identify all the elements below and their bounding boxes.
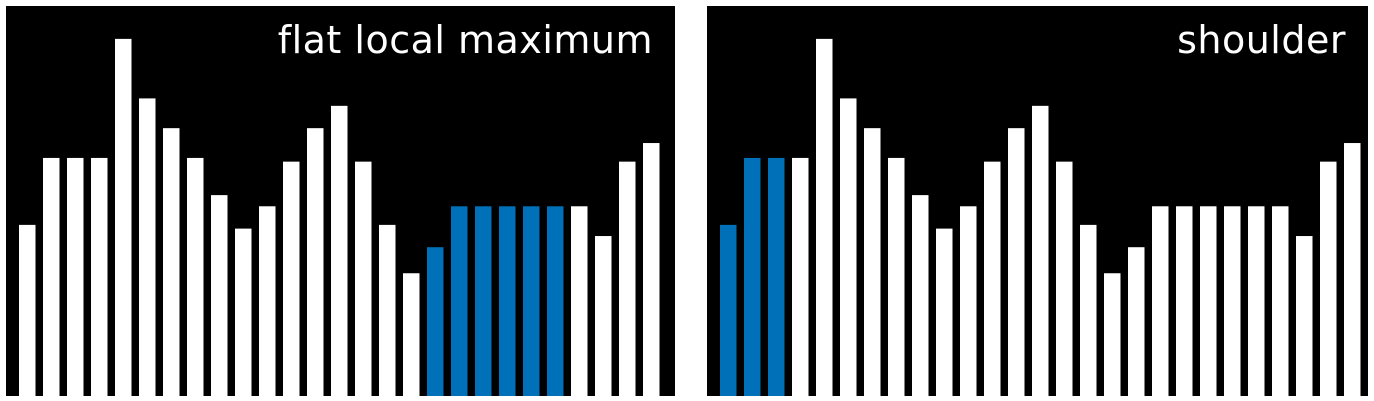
bar-7 [163, 128, 180, 396]
bar-13 [307, 128, 324, 396]
highlighted-bar-23 [547, 206, 564, 396]
bar-26 [619, 161, 636, 396]
highlighted-bar-22 [523, 206, 540, 396]
bar-chart-flat-local-maximum [19, 38, 660, 396]
bar-19 [1152, 206, 1169, 396]
bar-10 [936, 228, 953, 396]
bar-20 [1176, 206, 1193, 396]
bar-25 [595, 236, 612, 396]
bar-23 [1248, 206, 1265, 396]
bar-11 [960, 206, 977, 396]
bar-4 [792, 157, 809, 396]
bar-26 [1320, 161, 1337, 396]
bar-10 [235, 228, 252, 396]
bar-24 [571, 206, 588, 396]
highlighted-bar-20 [475, 206, 492, 396]
chart-title: flat local maximum [277, 18, 653, 62]
bar-8 [187, 157, 204, 396]
bar-8 [888, 157, 905, 396]
bar-18 [1128, 247, 1145, 396]
highlighted-bar-2 [744, 157, 761, 396]
bar-14 [331, 105, 348, 396]
highlighted-bar-1 [720, 224, 737, 396]
highlighted-bar-3 [768, 157, 785, 396]
bar-9 [912, 195, 929, 396]
highlighted-bar-18 [427, 247, 444, 396]
bar-25 [1296, 236, 1313, 396]
bar-24 [1272, 206, 1289, 396]
chart-title: shoulder [1177, 18, 1346, 62]
bar-17 [1104, 273, 1121, 396]
bar-9 [211, 195, 228, 396]
bar-chart-shoulder [720, 38, 1361, 396]
bar-15 [355, 161, 372, 396]
bar-2 [43, 157, 60, 396]
bar-15 [1056, 161, 1073, 396]
highlighted-bar-21 [499, 206, 516, 396]
bar-5 [816, 38, 833, 396]
bar-12 [283, 161, 300, 396]
bar-27 [643, 143, 660, 396]
bar-27 [1344, 143, 1361, 396]
chart-panel-shoulder: shoulder [707, 6, 1368, 396]
bar-1 [19, 224, 36, 396]
bar-21 [1200, 206, 1217, 396]
bar-16 [1080, 224, 1097, 396]
bar-5 [115, 38, 132, 396]
bar-6 [840, 98, 857, 396]
chart-panel-flat-local-maximum: flat local maximum [6, 6, 675, 396]
bar-3 [67, 157, 84, 396]
bar-13 [1008, 128, 1025, 396]
highlighted-bar-19 [451, 206, 468, 396]
bar-12 [984, 161, 1001, 396]
bar-6 [139, 98, 156, 396]
bar-14 [1032, 105, 1049, 396]
bar-22 [1224, 206, 1241, 396]
bar-11 [259, 206, 276, 396]
bar-7 [864, 128, 881, 396]
bar-17 [403, 273, 420, 396]
bar-16 [379, 224, 396, 396]
bar-4 [91, 157, 108, 396]
